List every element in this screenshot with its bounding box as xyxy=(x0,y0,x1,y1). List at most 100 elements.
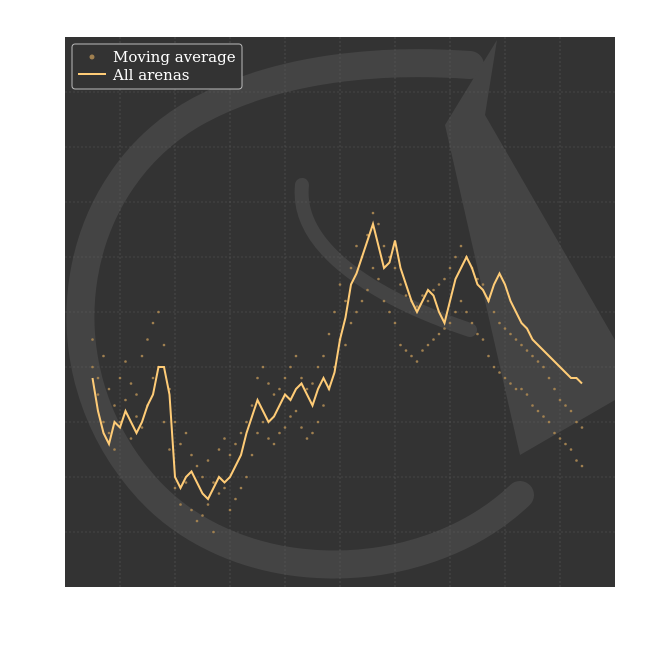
scatter-point xyxy=(223,437,226,440)
scatter-point xyxy=(129,382,133,385)
scatter-point xyxy=(245,420,248,424)
scatter-point xyxy=(520,387,523,391)
scatter-point xyxy=(162,343,166,347)
scatter-point xyxy=(96,393,100,396)
scatter-point xyxy=(305,387,309,391)
scatter-point xyxy=(322,354,325,358)
scatter-point xyxy=(514,387,518,391)
scatter-point xyxy=(140,426,144,429)
scatter-point xyxy=(410,354,413,358)
scatter-point xyxy=(520,343,523,347)
scatter-point xyxy=(569,409,573,413)
scatter-point xyxy=(575,420,578,424)
scatter-point xyxy=(366,288,369,292)
scatter-point xyxy=(157,310,160,314)
scatter-point xyxy=(107,387,111,391)
scatter-point xyxy=(509,332,512,336)
scatter-point xyxy=(459,299,463,303)
scatter-point xyxy=(272,442,276,446)
scatter-point xyxy=(91,365,94,369)
scatter-point xyxy=(355,310,358,314)
scatter-point xyxy=(124,398,127,402)
scatter-point xyxy=(371,266,375,270)
scatter-point xyxy=(201,475,204,479)
scatter-point xyxy=(415,360,419,363)
scatter-point xyxy=(536,409,540,413)
scatter-point xyxy=(492,310,496,314)
scatter-point xyxy=(267,437,270,440)
scatter-point xyxy=(190,508,193,512)
scatter-point xyxy=(547,420,551,424)
watermark-arc xyxy=(66,49,534,579)
scatter-point xyxy=(206,503,210,506)
scatter-point xyxy=(492,365,496,369)
scatter-point xyxy=(580,464,584,468)
scatter-point xyxy=(201,514,204,517)
scatter-point xyxy=(569,448,573,451)
legend-box xyxy=(71,43,243,90)
scatter-point xyxy=(118,376,122,380)
scatter-point xyxy=(426,343,430,347)
scatter-point xyxy=(212,481,215,484)
scatter-point xyxy=(498,371,501,374)
scatter-point xyxy=(393,321,397,325)
scatter-series xyxy=(91,211,584,534)
scatter-point xyxy=(322,404,325,407)
scatter-point xyxy=(168,448,171,451)
watermark-wedge xyxy=(445,40,615,455)
scatter-point xyxy=(151,376,155,380)
scatter-point xyxy=(349,266,353,270)
scatter-point xyxy=(542,365,545,369)
scatter-point xyxy=(239,431,243,435)
scatter-point xyxy=(102,420,105,424)
scatter-point xyxy=(190,453,193,457)
scatter-point xyxy=(278,387,281,391)
series-line-all-arenas xyxy=(91,220,583,501)
scatter-point xyxy=(173,486,177,490)
scatter-point xyxy=(536,360,540,363)
scatter-point xyxy=(300,426,303,429)
scatter-point xyxy=(437,283,441,286)
scatter-point xyxy=(113,404,116,407)
scatter-point xyxy=(509,382,512,385)
scatter-point xyxy=(250,404,254,407)
scatter-point xyxy=(421,294,424,297)
scatter-point xyxy=(267,382,270,385)
scatter-point xyxy=(212,530,215,534)
scatter-point xyxy=(289,365,292,369)
scatter-point xyxy=(344,343,347,347)
scatter-point xyxy=(234,497,237,501)
scatter-point xyxy=(371,211,375,215)
scatter-point xyxy=(564,404,567,407)
scatter-point xyxy=(206,459,210,462)
scatter-point xyxy=(404,349,408,352)
scatter-point xyxy=(338,283,342,286)
scatter-point xyxy=(179,503,182,506)
scatter-point xyxy=(256,376,259,380)
scatter-point xyxy=(245,475,248,479)
scatter-point xyxy=(404,294,408,297)
scatter-point xyxy=(498,321,501,325)
legend-label-moving-average: Moving average xyxy=(113,48,236,66)
scatter-point xyxy=(399,283,402,286)
scatter-point xyxy=(421,349,424,352)
scatter-point xyxy=(531,354,534,358)
scatter-point xyxy=(437,332,441,336)
scatter-point xyxy=(289,415,292,418)
scatter-point xyxy=(481,283,485,286)
scatter-point xyxy=(465,310,468,314)
scatter-point xyxy=(503,376,507,380)
scatter-point xyxy=(487,354,490,358)
scatter-point xyxy=(388,310,391,314)
scatter-point xyxy=(327,332,331,336)
scatter-point xyxy=(173,420,177,424)
scatter-point xyxy=(283,426,287,429)
scatter-point xyxy=(558,398,562,402)
scatter-point xyxy=(525,349,529,352)
scatter-point xyxy=(272,393,276,396)
scatter-point xyxy=(415,305,419,308)
scatter-point xyxy=(382,299,386,303)
scatter-point xyxy=(432,288,435,292)
scatter-point xyxy=(558,437,562,440)
scatter-point xyxy=(234,442,237,446)
